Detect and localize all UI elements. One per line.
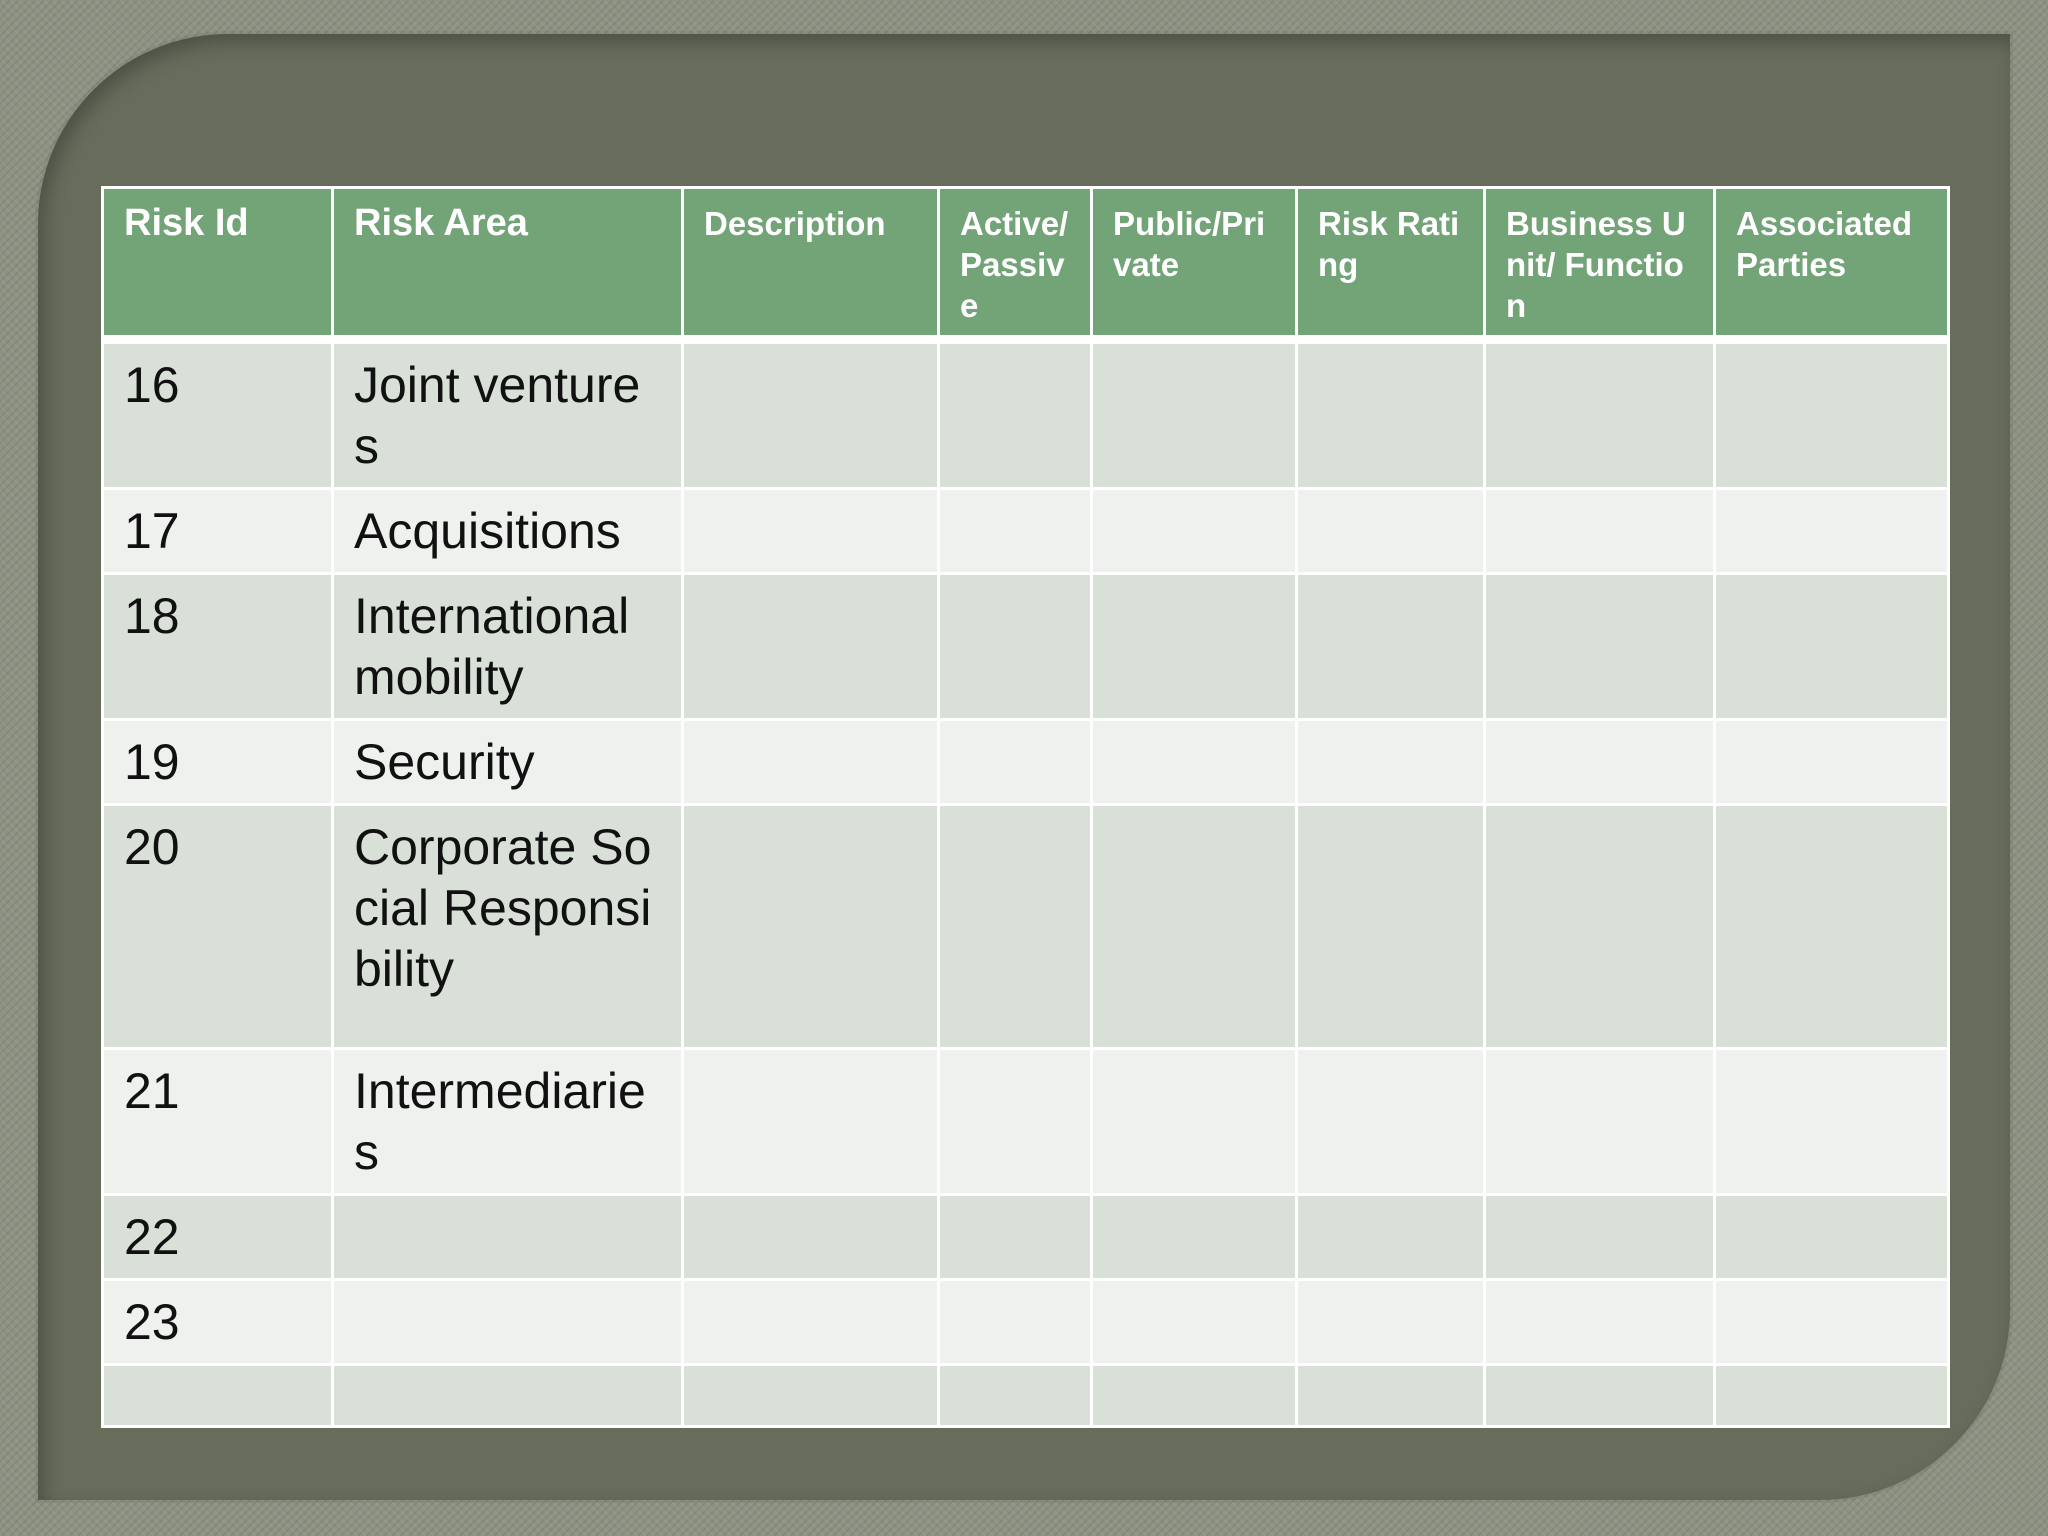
risk-register-table: Risk Id Risk Area Description Active/ Pa…: [101, 186, 1950, 1428]
associated-parties-cell: [1713, 1278, 1950, 1366]
associated-parties-cell: [1713, 338, 1950, 490]
risk-rating-cell: [1295, 1278, 1486, 1366]
risk-area-cell: Corporate Social Responsibility: [331, 803, 684, 1050]
associated-parties-cell: [1713, 1193, 1950, 1281]
header-risk-rating: Risk Rating: [1295, 186, 1486, 344]
public-private-cell: [1090, 718, 1298, 806]
description-cell: [681, 1047, 940, 1196]
header-risk-area: Risk Area: [331, 186, 684, 344]
business-unit-cell: [1483, 1278, 1716, 1366]
risk-rating-cell: [1295, 487, 1486, 575]
business-unit-cell: [1483, 803, 1716, 1050]
table-row: [101, 1363, 1950, 1428]
table-row: 18 International mobility: [101, 572, 1950, 721]
active-passive-cell: [937, 487, 1093, 575]
risk-id-cell: 18: [101, 572, 334, 721]
active-passive-cell: [937, 338, 1093, 490]
description-cell: [681, 1278, 940, 1366]
public-private-cell: [1090, 572, 1298, 721]
active-passive-cell: [937, 1363, 1093, 1428]
public-private-cell: [1090, 1193, 1298, 1281]
business-unit-cell: [1483, 338, 1716, 490]
risk-id-cell: 20: [101, 803, 334, 1050]
description-cell: [681, 1363, 940, 1428]
table-row: 17 Acquisitions: [101, 487, 1950, 575]
public-private-cell: [1090, 1278, 1298, 1366]
associated-parties-cell: [1713, 572, 1950, 721]
risk-id-cell: 16: [101, 338, 334, 490]
risk-rating-cell: [1295, 803, 1486, 1050]
risk-area-cell: [331, 1193, 684, 1281]
active-passive-cell: [937, 803, 1093, 1050]
header-active-passive: Active/ Passive: [937, 186, 1093, 344]
business-unit-cell: [1483, 1047, 1716, 1196]
active-passive-cell: [937, 572, 1093, 721]
public-private-cell: [1090, 338, 1298, 490]
table-row: 20 Corporate Social Responsibility: [101, 803, 1950, 1050]
header-public-private: Public/Private: [1090, 186, 1298, 344]
header-associated-parties: Associated Parties: [1713, 186, 1950, 344]
associated-parties-cell: [1713, 1047, 1950, 1196]
risk-area-cell: [331, 1363, 684, 1428]
associated-parties-cell: [1713, 1363, 1950, 1428]
risk-id-cell: 23: [101, 1278, 334, 1366]
active-passive-cell: [937, 1047, 1093, 1196]
risk-rating-cell: [1295, 338, 1486, 490]
public-private-cell: [1090, 803, 1298, 1050]
business-unit-cell: [1483, 487, 1716, 575]
description-cell: [681, 487, 940, 575]
business-unit-cell: [1483, 718, 1716, 806]
table-row: 16 Joint ventures: [101, 338, 1950, 490]
business-unit-cell: [1483, 1363, 1716, 1428]
risk-rating-cell: [1295, 718, 1486, 806]
risk-id-cell: 19: [101, 718, 334, 806]
risk-id-cell: 17: [101, 487, 334, 575]
risk-rating-cell: [1295, 1363, 1486, 1428]
header-description: Description: [681, 186, 940, 344]
risk-area-cell: Acquisitions: [331, 487, 684, 575]
risk-rating-cell: [1295, 1193, 1486, 1281]
table-row: 19 Security: [101, 718, 1950, 806]
business-unit-cell: [1483, 572, 1716, 721]
risk-area-cell: [331, 1278, 684, 1366]
risk-id-cell: 22: [101, 1193, 334, 1281]
associated-parties-cell: [1713, 803, 1950, 1050]
table-row: 23: [101, 1278, 1950, 1366]
risk-id-cell: 21: [101, 1047, 334, 1196]
risk-area-cell: International mobility: [331, 572, 684, 721]
header-business-unit: Business Unit/ Function: [1483, 186, 1716, 344]
active-passive-cell: [937, 1193, 1093, 1281]
description-cell: [681, 1193, 940, 1281]
public-private-cell: [1090, 1047, 1298, 1196]
table-row: 22: [101, 1193, 1950, 1281]
active-passive-cell: [937, 1278, 1093, 1366]
risk-id-cell: [101, 1363, 334, 1428]
risk-area-cell: Joint ventures: [331, 338, 684, 490]
risk-rating-cell: [1295, 572, 1486, 721]
associated-parties-cell: [1713, 487, 1950, 575]
description-cell: [681, 718, 940, 806]
public-private-cell: [1090, 1363, 1298, 1428]
description-cell: [681, 803, 940, 1050]
associated-parties-cell: [1713, 718, 1950, 806]
description-cell: [681, 338, 940, 490]
description-cell: [681, 572, 940, 721]
risk-area-cell: Intermediaries: [331, 1047, 684, 1196]
public-private-cell: [1090, 487, 1298, 575]
header-risk-id: Risk Id: [101, 186, 334, 344]
business-unit-cell: [1483, 1193, 1716, 1281]
table-header-row: Risk Id Risk Area Description Active/ Pa…: [101, 186, 1950, 344]
risk-area-cell: Security: [331, 718, 684, 806]
risk-rating-cell: [1295, 1047, 1486, 1196]
table-row: 21 Intermediaries: [101, 1047, 1950, 1196]
active-passive-cell: [937, 718, 1093, 806]
